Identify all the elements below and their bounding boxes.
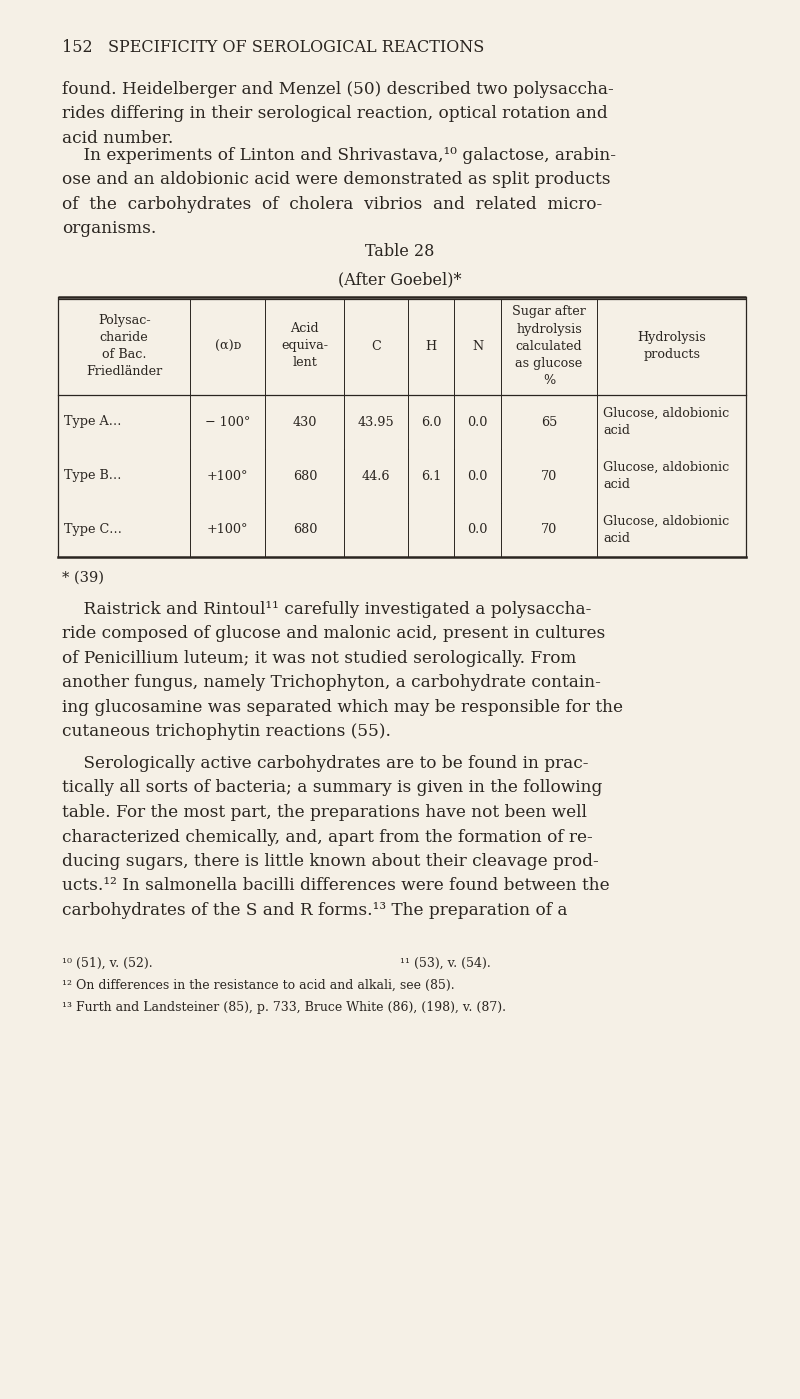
Text: 0.0: 0.0 [467, 523, 488, 536]
Text: 680: 680 [293, 523, 317, 536]
Text: found. Heidelberger and Menzel (50) described two polysaccha-: found. Heidelberger and Menzel (50) desc… [62, 81, 614, 98]
Text: 430: 430 [293, 416, 317, 428]
Text: 152   SPECIFICITY OF SEROLOGICAL REACTIONS: 152 SPECIFICITY OF SEROLOGICAL REACTIONS [62, 39, 484, 56]
Text: ose and an aldobionic acid were demonstrated as split products: ose and an aldobionic acid were demonstr… [62, 172, 610, 189]
Text: C: C [371, 340, 381, 353]
Text: ¹¹ (53), v. (54).: ¹¹ (53), v. (54). [400, 957, 490, 970]
Text: (α)ᴅ: (α)ᴅ [214, 340, 241, 353]
Text: ducing sugars, there is little known about their cleavage prod-: ducing sugars, there is little known abo… [62, 853, 598, 870]
Text: Table 28: Table 28 [366, 243, 434, 260]
Text: ¹² On differences in the resistance to acid and alkali, see (85).: ¹² On differences in the resistance to a… [62, 978, 454, 992]
Text: Type A…: Type A… [64, 416, 122, 428]
Text: Glucose, aldobionic
acid: Glucose, aldobionic acid [603, 462, 730, 491]
Text: Glucose, aldobionic
acid: Glucose, aldobionic acid [603, 515, 730, 544]
Text: 6.1: 6.1 [421, 470, 442, 483]
Text: Acid
equiva-
lent: Acid equiva- lent [282, 323, 328, 369]
Text: ¹³ Furth and Landsteiner (85), p. 733, Bruce White (86), (198), v. (87).: ¹³ Furth and Landsteiner (85), p. 733, B… [62, 1000, 506, 1013]
Text: table. For the most part, the preparations have not been well: table. For the most part, the preparatio… [62, 804, 587, 821]
Text: ride composed of glucose and malonic acid, present in cultures: ride composed of glucose and malonic aci… [62, 625, 606, 642]
Text: Polysac-
charide
of Bac.
Friedländer: Polysac- charide of Bac. Friedländer [86, 313, 162, 378]
Text: H: H [426, 340, 437, 353]
Text: Type C…: Type C… [64, 523, 122, 536]
Text: organisms.: organisms. [62, 221, 156, 238]
Text: carbohydrates of the S and R forms.¹³ The preparation of a: carbohydrates of the S and R forms.¹³ Th… [62, 902, 567, 919]
Text: Serologically active carbohydrates are to be found in prac-: Serologically active carbohydrates are t… [62, 755, 589, 772]
Text: acid number.: acid number. [62, 130, 174, 147]
Text: +100°: +100° [207, 470, 249, 483]
Text: In experiments of Linton and Shrivastava,¹⁰ galactose, arabin-: In experiments of Linton and Shrivastava… [62, 147, 616, 164]
Text: 43.95: 43.95 [358, 416, 394, 428]
Text: 0.0: 0.0 [467, 470, 488, 483]
Text: tically all sorts of bacteria; a summary is given in the following: tically all sorts of bacteria; a summary… [62, 779, 602, 796]
Text: 44.6: 44.6 [362, 470, 390, 483]
Text: of Penicillium luteum; it was not studied serologically. From: of Penicillium luteum; it was not studie… [62, 651, 576, 667]
Text: Raistrick and Rintoul¹¹ carefully investigated a polysaccha-: Raistrick and Rintoul¹¹ carefully invest… [62, 602, 591, 618]
Text: N: N [472, 340, 483, 353]
Text: ucts.¹² In salmonella bacilli differences were found between the: ucts.¹² In salmonella bacilli difference… [62, 877, 610, 894]
Text: 65: 65 [541, 416, 558, 428]
Text: 0.0: 0.0 [467, 416, 488, 428]
Text: 70: 70 [541, 523, 557, 536]
Text: ing glucosamine was separated which may be responsible for the: ing glucosamine was separated which may … [62, 700, 623, 716]
Text: of  the  carbohydrates  of  cholera  vibrios  and  related  micro-: of the carbohydrates of cholera vibrios … [62, 196, 602, 213]
Text: (After Goebel)*: (After Goebel)* [338, 271, 462, 288]
Text: characterized chemically, and, apart from the formation of re-: characterized chemically, and, apart fro… [62, 828, 593, 845]
Text: 680: 680 [293, 470, 317, 483]
Text: Glucose, aldobionic
acid: Glucose, aldobionic acid [603, 407, 730, 436]
Text: − 100°: − 100° [205, 416, 250, 428]
Text: another fungus, namely Trichophyton, a carbohydrate contain-: another fungus, namely Trichophyton, a c… [62, 674, 601, 691]
Text: * (39): * (39) [62, 571, 104, 585]
Text: ¹⁰ (51), v. (52).: ¹⁰ (51), v. (52). [62, 957, 153, 970]
Text: cutaneous trichophytin reactions (55).: cutaneous trichophytin reactions (55). [62, 723, 391, 740]
Text: Hydrolysis
products: Hydrolysis products [638, 332, 706, 361]
Text: Sugar after
hydrolysis
calculated
as glucose
%: Sugar after hydrolysis calculated as glu… [512, 305, 586, 386]
Text: 6.0: 6.0 [421, 416, 442, 428]
Text: Type B…: Type B… [64, 470, 122, 483]
Text: rides differing in their serological reaction, optical rotation and: rides differing in their serological rea… [62, 105, 608, 123]
Text: 70: 70 [541, 470, 557, 483]
Text: +100°: +100° [207, 523, 249, 536]
